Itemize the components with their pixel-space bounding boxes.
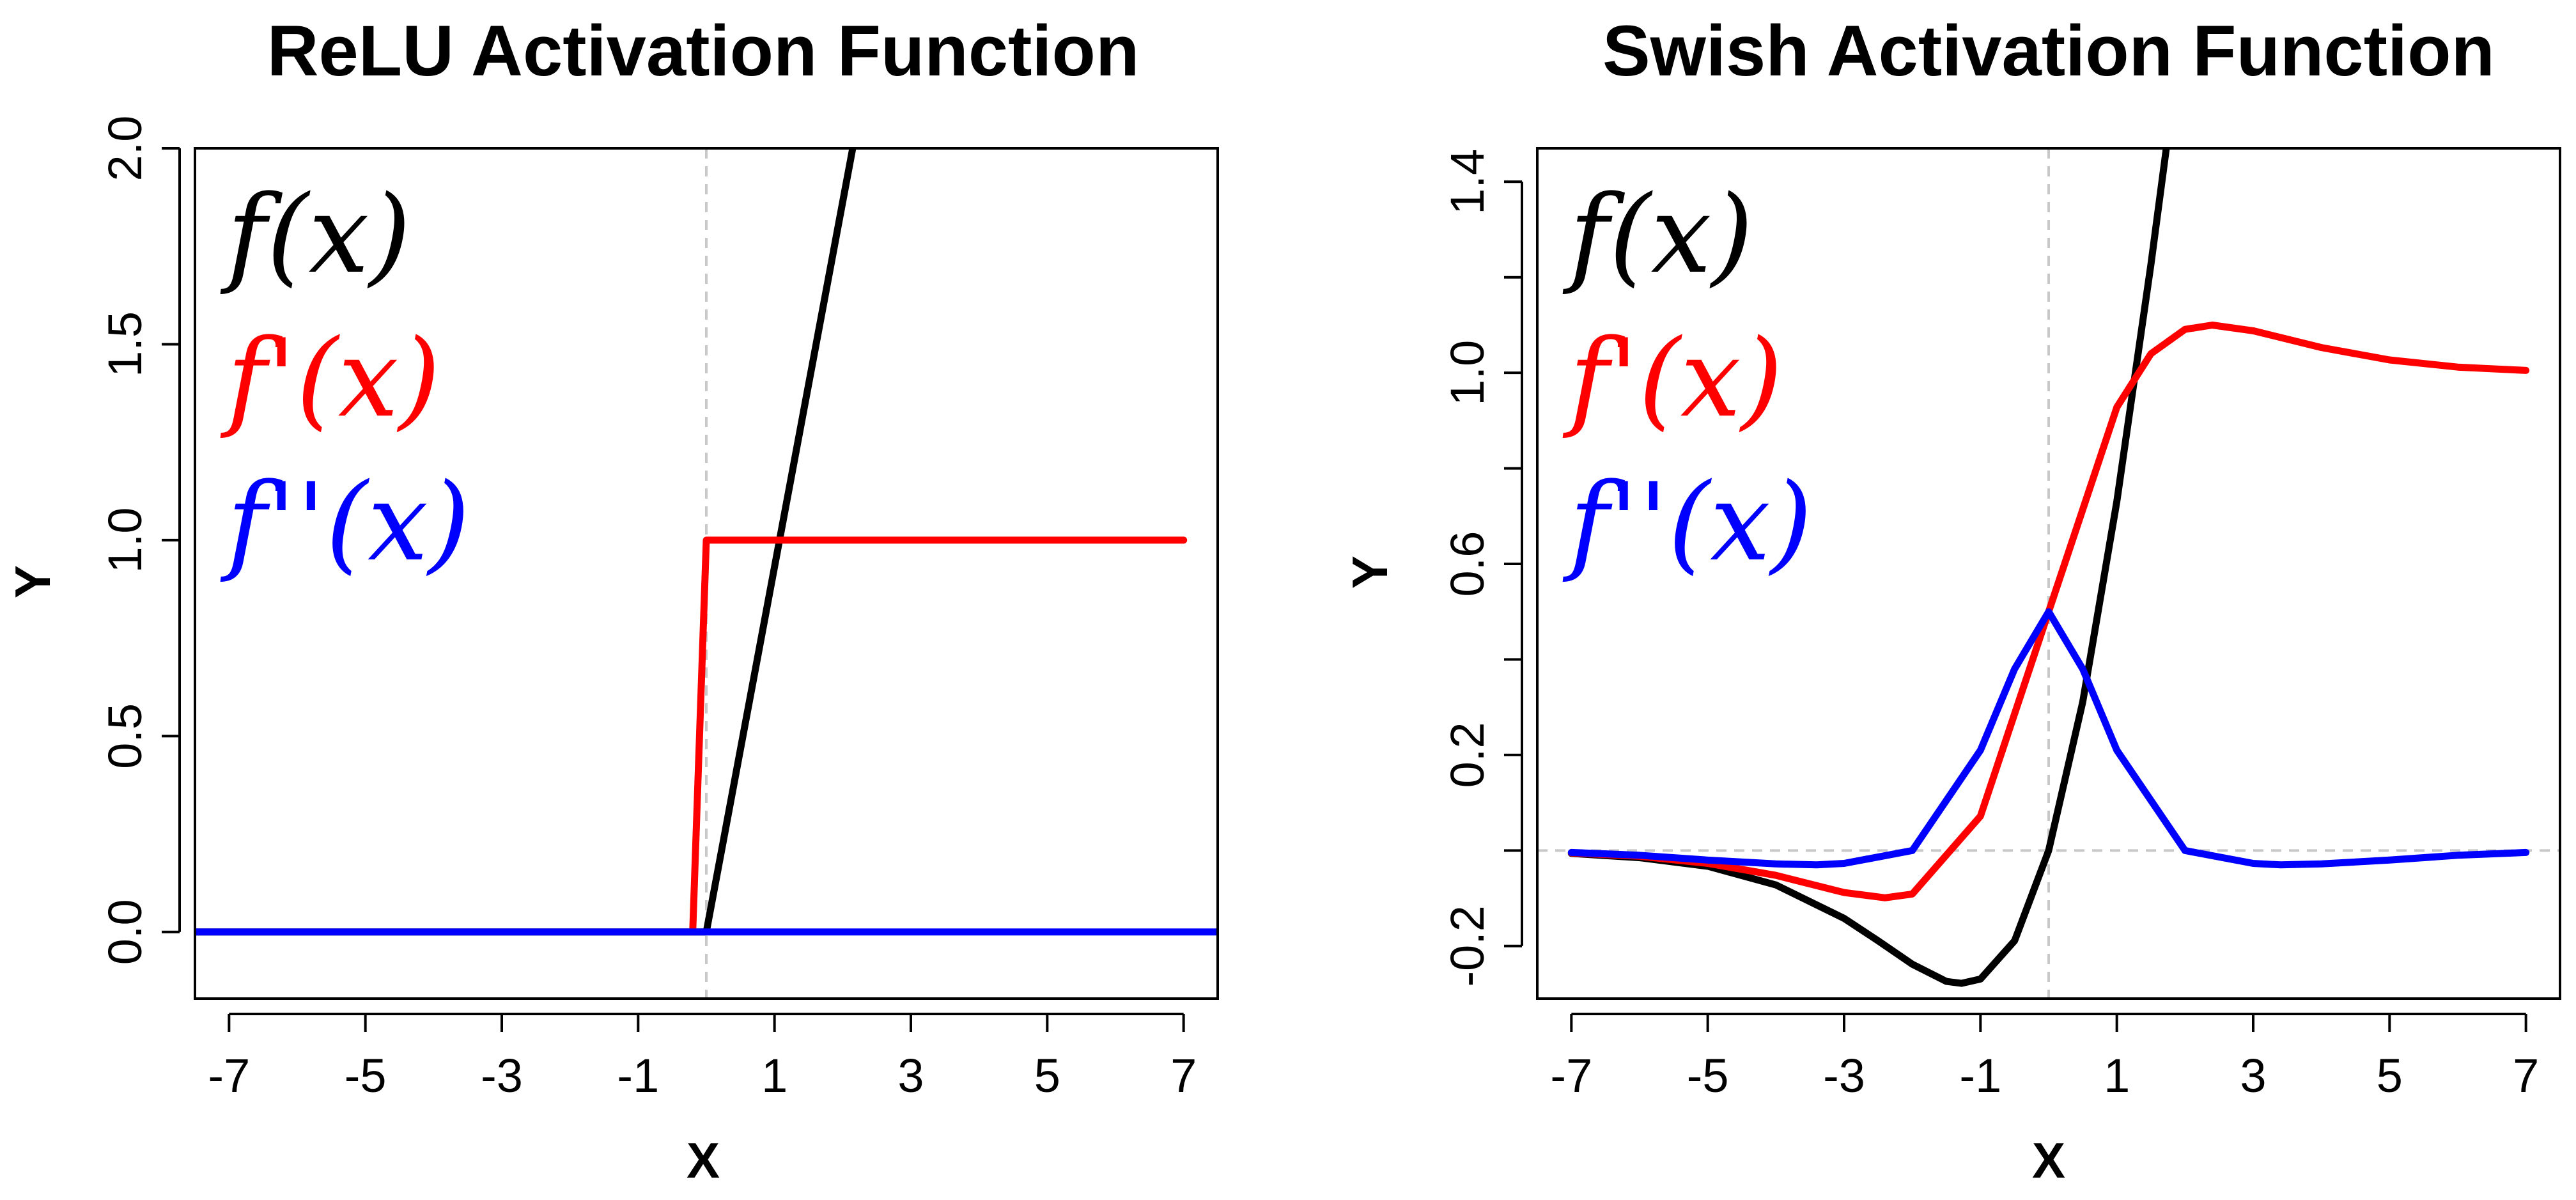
swish-y-tick-label: -0.2 <box>1441 905 1494 987</box>
swish-series-f-double-prime-line <box>1567 608 2530 869</box>
swish-series-f-line <box>1567 148 2170 987</box>
swish-x-tick-label: -5 <box>1687 1049 1729 1102</box>
swish-chart-title: Swish Activation Function <box>1602 11 2495 91</box>
swish-legend-f-double-prime: f''(x) <box>1562 460 1812 585</box>
relu-y-axis-label: Y <box>4 565 61 598</box>
relu-legend-f-double-prime: f''(x) <box>220 460 470 585</box>
relu-plot-frame <box>194 147 1219 1000</box>
relu-chart-title: ReLU Activation Function <box>267 11 1140 91</box>
swish-chart: Swish Activation Function X Y -7 -5 -3 -1 1 3… <box>1342 11 2561 1188</box>
swish-x-tick-label: 1 <box>2104 1049 2130 1102</box>
relu-legend-f: f(x) <box>220 172 411 297</box>
swish-x-tick-label: 5 <box>2377 1049 2403 1102</box>
relu-y-tick-label: 2.0 <box>98 116 151 182</box>
relu-x-tick-label: 7 <box>1170 1049 1197 1102</box>
swish-x-tick-label: 7 <box>2513 1049 2539 1102</box>
swish-y-axis-label: Y <box>1342 556 1398 589</box>
swish-x-tick-label: 3 <box>2240 1049 2266 1102</box>
relu-x-tick-label: 3 <box>897 1049 924 1102</box>
swish-plot-frame <box>1536 147 2561 1000</box>
relu-x-tick-label: 1 <box>761 1049 788 1102</box>
relu-x-axis-label: X <box>687 1132 720 1188</box>
relu-y-tick-label: 1.0 <box>98 507 151 573</box>
relu-y-tick-label: 1.5 <box>98 311 151 377</box>
relu-legend-f-prime: f'(x) <box>220 316 440 441</box>
swish-series-f-prime-line <box>1567 322 2530 901</box>
relu-x-tick-label: -7 <box>208 1049 250 1102</box>
swish-x-tick-label: -7 <box>1550 1049 1592 1102</box>
swish-x-tick-label: -1 <box>1959 1049 2001 1102</box>
relu-series-f-prime-line <box>689 536 1188 936</box>
relu-y-tick-label: 0.5 <box>98 703 151 769</box>
relu-x-tick-label: -3 <box>481 1049 523 1102</box>
relu-chart: ReLU Activation Function X Y -7 -5 -3 -1 1 3 5… <box>4 11 1219 1188</box>
swish-legend-f-prime: f'(x) <box>1562 316 1783 441</box>
swish-x-axis-label: X <box>2032 1132 2065 1188</box>
relu-x-tick-label: -1 <box>617 1049 659 1102</box>
swish-legend-f: f(x) <box>1562 172 1753 297</box>
swish-y-tick-label: 0.2 <box>1441 722 1494 788</box>
relu-x-tick-label: 5 <box>1034 1049 1060 1102</box>
relu-y-tick-label: 0.0 <box>98 899 151 965</box>
relu-x-tick-label: -5 <box>345 1049 387 1102</box>
swish-x-tick-label: -3 <box>1823 1049 1865 1102</box>
swish-y-tick-label: 1.4 <box>1441 149 1494 215</box>
swish-y-tick-label: 0.6 <box>1441 531 1494 597</box>
swish-y-tick-label: 1.0 <box>1441 340 1494 406</box>
